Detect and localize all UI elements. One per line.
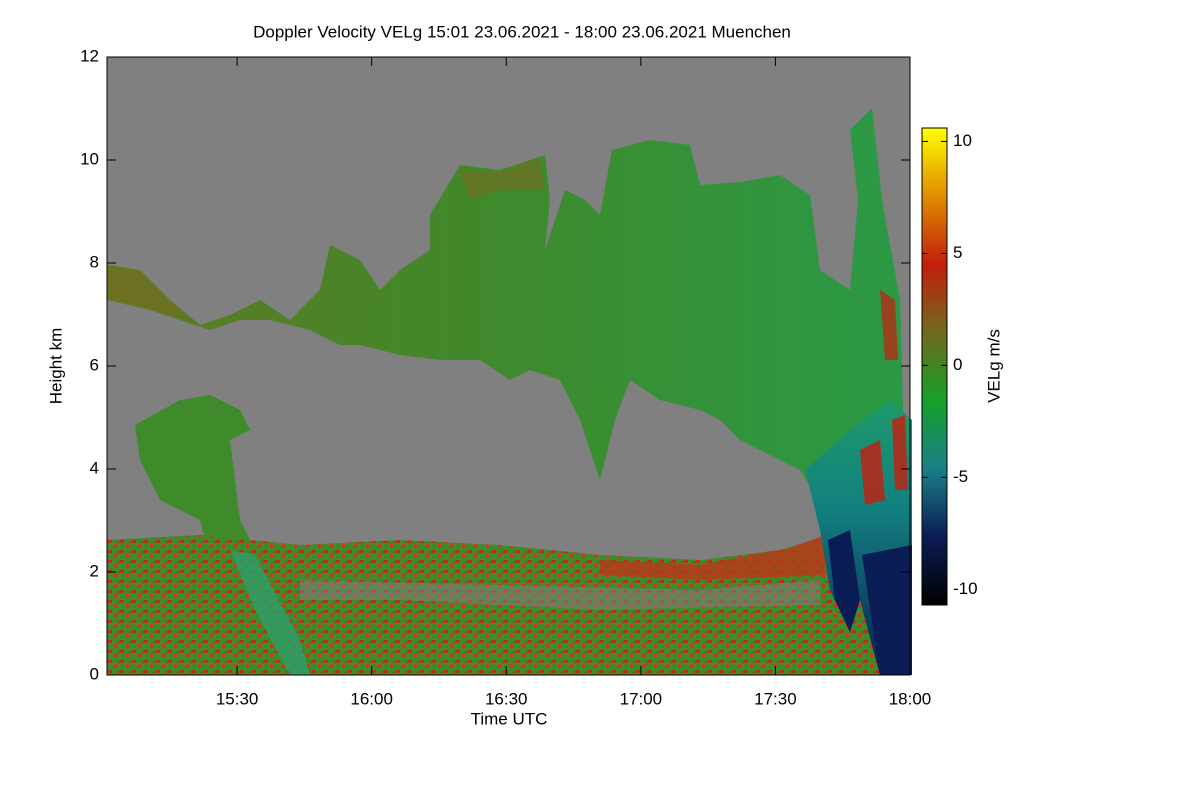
y-tick-label: 10 <box>80 149 99 168</box>
y-tick-label: 6 <box>90 355 99 374</box>
x-axis-label: Time UTC <box>471 709 548 728</box>
colorbar-tick-label: -5 <box>953 467 968 486</box>
colorbar-tick-label: 0 <box>953 355 962 374</box>
y-tick-label: 12 <box>80 46 99 65</box>
x-tick-label: 15:30 <box>216 689 259 708</box>
x-tick-label: 16:00 <box>350 689 393 708</box>
chart-title: Doppler Velocity VELg 15:01 23.06.2021 -… <box>253 22 791 41</box>
x-tick-label: 16:30 <box>485 689 528 708</box>
y-tick-label: 0 <box>90 664 99 683</box>
y-tick-label: 4 <box>90 458 99 477</box>
colorbar-tick-label: -10 <box>953 579 978 598</box>
colorbar-tick-label: 10 <box>953 131 972 150</box>
colorbar-label: VELg m/s <box>984 329 1003 403</box>
x-tick-label: 17:00 <box>620 689 663 708</box>
y-tick-label: 2 <box>90 561 99 580</box>
x-tick-label: 17:30 <box>754 689 797 708</box>
colorbar-tick-label: 5 <box>953 243 962 262</box>
radar-field <box>107 57 912 675</box>
colorbar <box>921 127 948 606</box>
x-tick-label: 18:00 <box>889 689 932 708</box>
y-tick-label: 8 <box>90 252 99 271</box>
y-axis-label: Height km <box>46 328 65 405</box>
